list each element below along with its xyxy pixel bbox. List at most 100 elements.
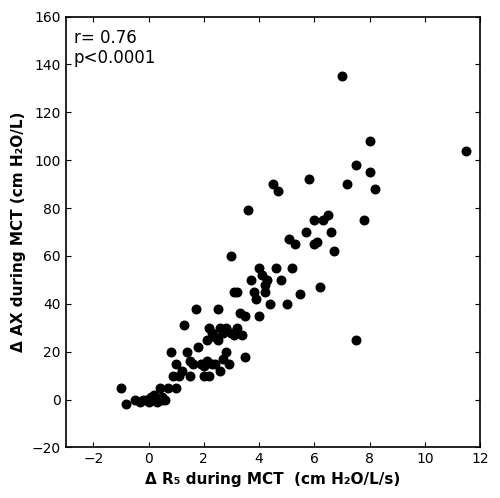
Point [194, 343, 202, 351]
Point [316, 283, 324, 291]
Point [178, 367, 186, 375]
Point [192, 305, 200, 313]
Point [156, 383, 164, 391]
Point [222, 324, 230, 332]
Point [260, 288, 268, 296]
Point [216, 324, 224, 332]
Point [302, 228, 310, 236]
Point [164, 383, 172, 391]
Point [200, 372, 208, 379]
Point [296, 290, 304, 298]
Point [288, 264, 296, 272]
Point [144, 395, 152, 403]
Point [230, 331, 238, 339]
Point [161, 395, 169, 403]
Point [172, 360, 180, 368]
Point [366, 137, 374, 145]
Point [214, 305, 222, 313]
Point [211, 333, 219, 341]
Point [148, 395, 156, 403]
Point [197, 360, 205, 368]
Point [272, 264, 280, 272]
Point [144, 398, 152, 406]
Point [233, 288, 241, 296]
Point [200, 362, 208, 370]
Point [122, 400, 130, 408]
Point [148, 393, 156, 401]
Point [219, 329, 227, 337]
Point [142, 395, 150, 403]
Point [130, 395, 138, 403]
Point [247, 276, 255, 284]
Point [158, 395, 166, 403]
Point [206, 324, 214, 332]
Point [188, 360, 196, 368]
Point [186, 372, 194, 379]
Point [206, 372, 214, 379]
Point [327, 228, 335, 236]
Point [255, 264, 263, 272]
Point [291, 240, 299, 248]
Point [158, 393, 166, 401]
Point [222, 348, 230, 356]
Point [305, 175, 313, 183]
Point [216, 367, 224, 375]
Point [352, 336, 360, 344]
Point [186, 358, 194, 366]
Point [286, 235, 294, 243]
Point [266, 300, 274, 308]
Point [153, 398, 161, 406]
Point [252, 295, 260, 303]
Point [144, 395, 152, 403]
Point [255, 312, 263, 320]
Point [344, 180, 351, 188]
Point [139, 395, 147, 403]
Point [352, 161, 360, 169]
Point [166, 348, 174, 356]
Point [208, 360, 216, 368]
Point [324, 211, 332, 219]
Point [180, 321, 188, 329]
Point [360, 216, 368, 224]
Point [228, 329, 235, 337]
Point [224, 360, 232, 368]
Point [153, 395, 161, 403]
Point [371, 185, 379, 193]
Point [462, 147, 470, 155]
Point [202, 358, 210, 366]
Point [338, 73, 346, 81]
Y-axis label: Δ AX during MCT (cm H₂O/L): Δ AX during MCT (cm H₂O/L) [11, 112, 26, 352]
Point [258, 271, 266, 279]
Point [318, 216, 326, 224]
Point [274, 187, 282, 195]
Point [211, 360, 219, 368]
Point [310, 240, 318, 248]
Point [183, 348, 191, 356]
Point [202, 336, 210, 344]
Point [172, 383, 180, 391]
Point [310, 216, 318, 224]
Point [150, 391, 158, 399]
Point [260, 281, 268, 289]
Point [208, 329, 216, 337]
Point [244, 207, 252, 215]
Point [277, 276, 285, 284]
Point [269, 180, 277, 188]
Text: r= 0.76
p<0.0001: r= 0.76 p<0.0001 [74, 28, 156, 67]
Point [313, 238, 321, 246]
Point [219, 355, 227, 363]
Point [136, 398, 144, 406]
Point [282, 300, 290, 308]
Point [117, 383, 125, 391]
Point [241, 353, 249, 361]
Point [214, 336, 222, 344]
Point [366, 168, 374, 176]
Point [233, 324, 241, 332]
Point [228, 252, 235, 260]
Point [170, 372, 177, 379]
Point [264, 276, 272, 284]
Point [241, 312, 249, 320]
Point [175, 372, 183, 379]
Point [230, 288, 238, 296]
Point [236, 309, 244, 317]
